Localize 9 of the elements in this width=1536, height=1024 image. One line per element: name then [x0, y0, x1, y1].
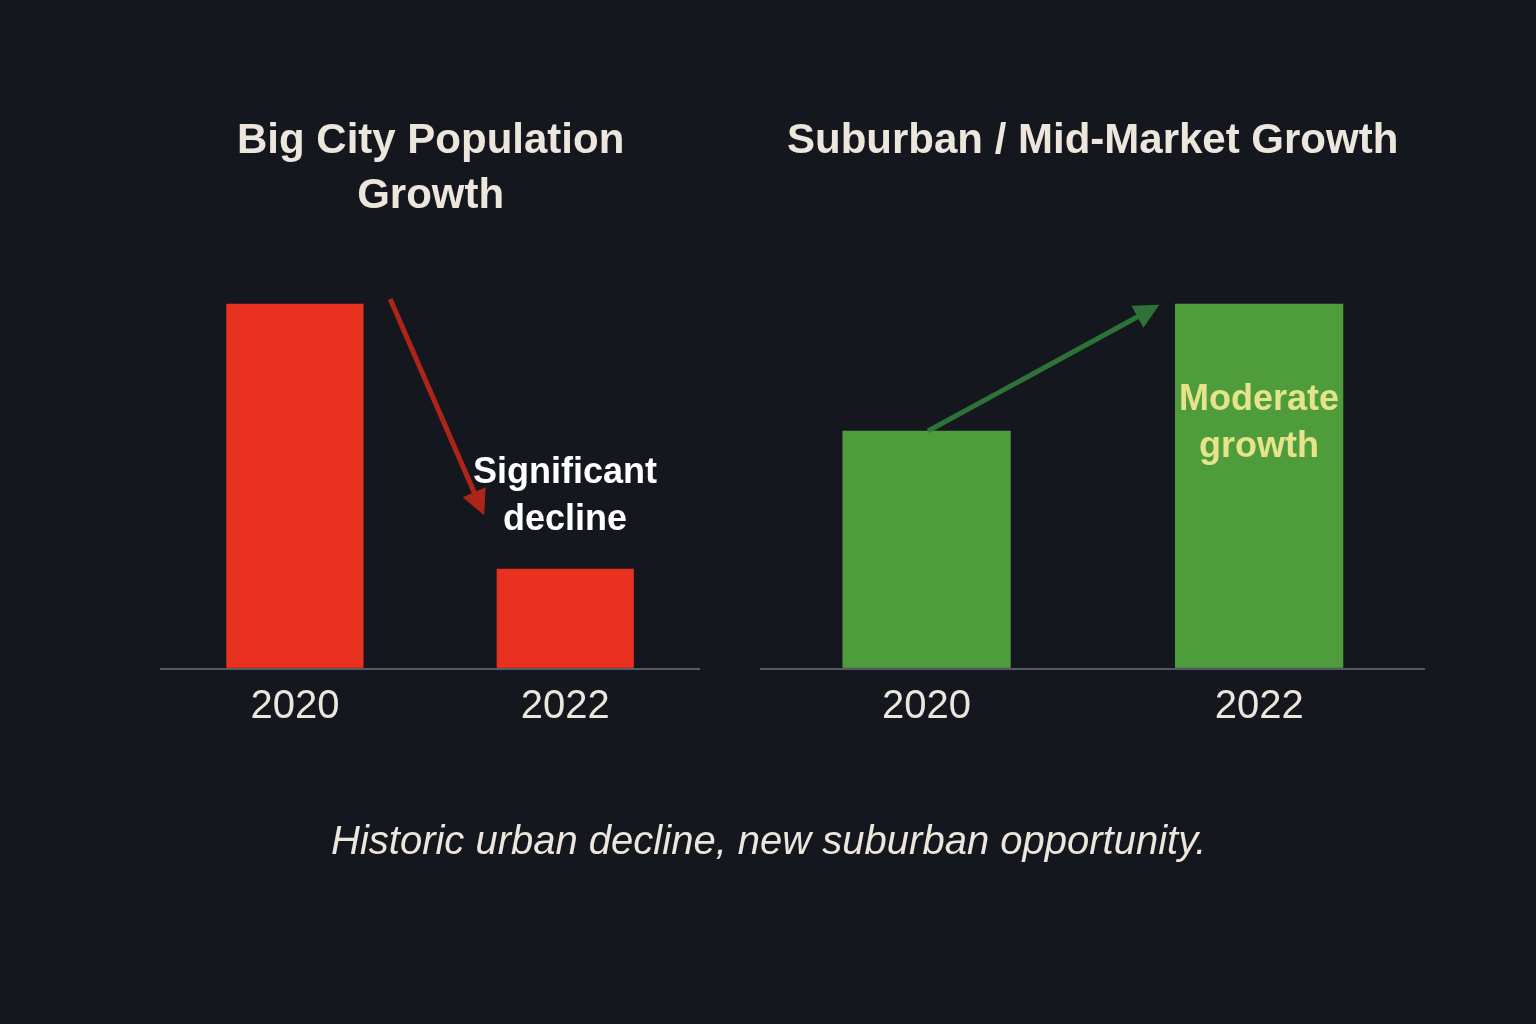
chart-title: Big City Population Growth — [237, 115, 625, 217]
x-tick-label: 2022 — [1214, 681, 1304, 726]
x-tick-label: 2020 — [882, 681, 972, 726]
text: Historic urban decline, new suburban opportunity. — [331, 818, 1207, 862]
x-tick-label: 2020 — [250, 681, 340, 726]
x-tick-label: 2022 — [520, 681, 610, 726]
annotation: Significant decline — [473, 450, 658, 538]
annotation: Moderate growth — [1179, 377, 1340, 465]
chart-title: Suburban / Mid-Market Growth — [787, 115, 1399, 162]
